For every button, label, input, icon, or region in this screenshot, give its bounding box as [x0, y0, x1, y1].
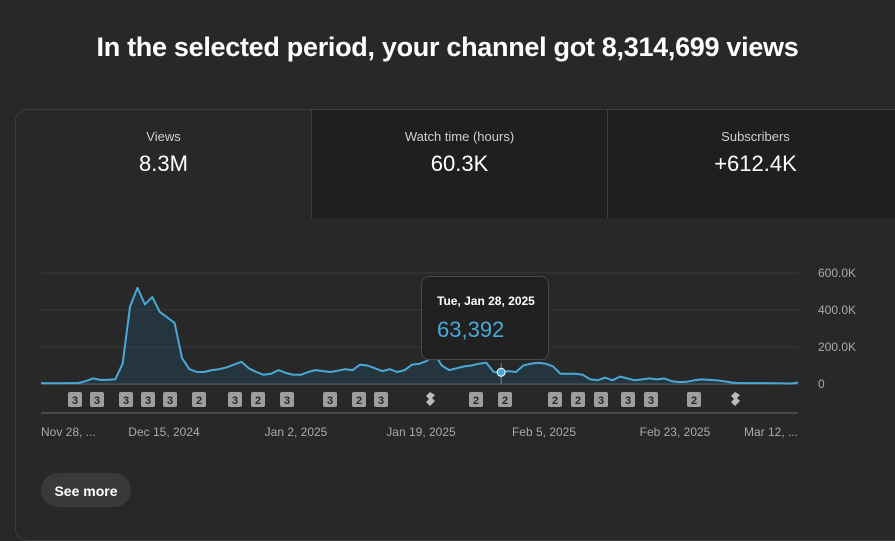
video-marker: [68, 392, 82, 407]
video-marker: [280, 392, 294, 407]
video-marker-count: 3: [94, 395, 100, 407]
video-marker-count: 3: [167, 395, 173, 407]
video-marker: [374, 392, 388, 407]
video-marker: [352, 392, 366, 407]
video-marker: [90, 392, 104, 407]
video-marker: [621, 392, 635, 407]
shorts-icon: [731, 392, 740, 406]
shorts-icon: [426, 392, 435, 406]
video-marker: [571, 392, 585, 407]
video-marker-count: 3: [625, 395, 631, 407]
video-marker-count: 2: [575, 395, 581, 407]
series-area: [41, 287, 798, 384]
video-marker-count: 2: [473, 395, 479, 407]
tab-views[interactable]: Views 8.3M: [16, 110, 311, 218]
video-marker: [687, 392, 701, 407]
video-marker: [228, 392, 242, 407]
x-tick-label: Feb 23, 2025: [640, 425, 711, 439]
tab-watch-time-value: 60.3K: [430, 151, 489, 176]
video-marker: [548, 392, 562, 407]
video-marker-count: 3: [123, 395, 129, 407]
video-marker: [323, 392, 337, 407]
video-marker-count: 3: [232, 395, 238, 407]
tab-views-value: 8.3M: [139, 151, 188, 176]
views-chart[interactable]: 600.0K 400.0K 200.0K 0 3 3 3 3 3 2 3 2 3 3 2 3 2 2 2 2 3 3 3 2 N…: [16, 110, 895, 440]
video-marker: [119, 392, 133, 407]
video-marker-count: 2: [255, 395, 261, 407]
highlight-point: [496, 367, 506, 377]
video-marker: [141, 392, 155, 407]
tooltip-value: 63,392: [437, 317, 505, 342]
video-marker: [163, 392, 177, 407]
analytics-card: Views 8.3M Watch time (hours) 60.3K Subs…: [15, 109, 895, 541]
page-headline: In the selected period, your channel got…: [96, 32, 799, 62]
video-marker-count: 3: [598, 395, 604, 407]
tab-watch-time-label: Watch time (hours): [404, 129, 515, 144]
video-marker-count: 3: [284, 395, 290, 407]
video-marker-count: 3: [648, 395, 654, 407]
series-line: [40, 286, 799, 385]
y-tick-label: 0: [818, 377, 825, 391]
x-tick-label: Jan 2, 2025: [265, 425, 328, 439]
y-tick-label: 400.0K: [818, 303, 856, 317]
video-marker-count: 3: [327, 395, 333, 407]
chart-tooltip: Tue, Jan 28, 2025 63,392: [421, 276, 549, 360]
video-marker: [644, 392, 658, 407]
video-marker-count: 2: [196, 395, 202, 407]
see-more-button[interactable]: See more: [41, 473, 131, 507]
x-tick-label: Jan 19, 2025: [386, 425, 456, 439]
metric-tabs: Views 8.3M Watch time (hours) 60.3K Subs…: [16, 110, 895, 218]
video-marker-count: 2: [502, 395, 508, 407]
video-marker: [469, 392, 483, 407]
tab-watch-time[interactable]: Watch time (hours) 60.3K: [311, 110, 607, 218]
video-marker-count: 2: [552, 395, 558, 407]
tab-subscribers[interactable]: Subscribers +612.4K: [607, 110, 895, 218]
video-marker: [498, 392, 512, 407]
y-tick-label: 200.0K: [818, 340, 856, 354]
tab-subscribers-label: Subscribers: [721, 129, 790, 144]
video-marker-count: 2: [691, 395, 697, 407]
x-tick-label: Dec 15, 2024: [128, 425, 200, 439]
video-marker: [192, 392, 206, 407]
x-tick-label: Nov 28, ...: [41, 425, 96, 439]
video-marker-count: 3: [378, 395, 384, 407]
tooltip-date: Tue, Jan 28, 2025: [437, 294, 535, 308]
video-marker-count: 3: [72, 395, 78, 407]
video-marker-count: 2: [356, 395, 362, 407]
tab-subscribers-value: +612.4K: [714, 151, 797, 176]
video-marker: [594, 392, 608, 407]
video-marker-count: 3: [145, 395, 151, 407]
tab-views-label: Views: [146, 129, 181, 144]
video-marker: [251, 392, 265, 407]
x-tick-label: Feb 5, 2025: [512, 425, 576, 439]
y-tick-label: 600.0K: [818, 266, 856, 280]
x-tick-label: Mar 12, ...: [744, 425, 798, 439]
